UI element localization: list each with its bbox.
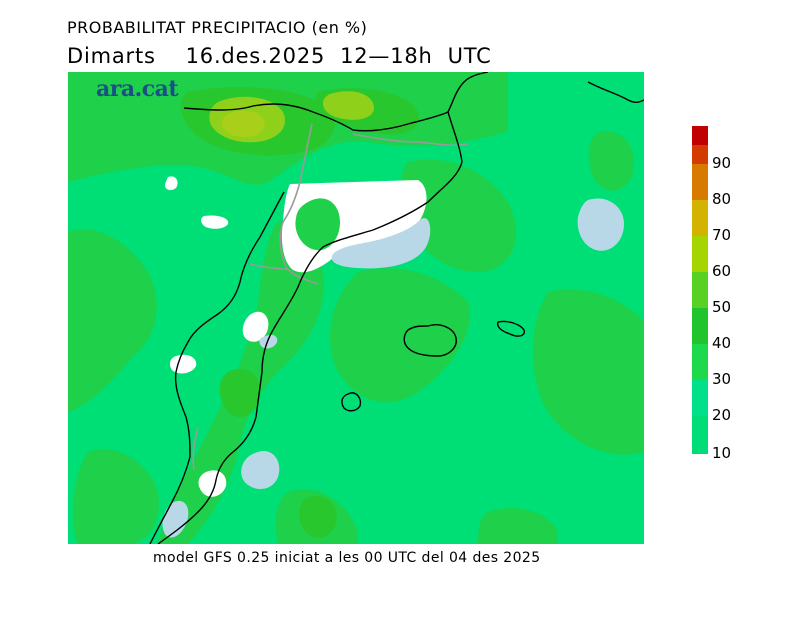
probability-20-island (295, 198, 340, 251)
legend-label-70: 70 (712, 226, 732, 244)
brand-logo: ara.cat (96, 76, 179, 102)
chart-title: PROBABILITAT PRECIPITACIO (en %) (67, 18, 368, 37)
legend-label-90: 90 (712, 154, 732, 172)
legend-label-20: 20 (712, 406, 732, 424)
legend-label-50: 50 (712, 298, 732, 316)
legend-label-60: 60 (712, 262, 732, 280)
legend-label-10: 10 (712, 444, 732, 462)
legend-swatch-15 (692, 380, 708, 416)
legend-swatch-45 (692, 272, 708, 308)
legend-swatch-35 (692, 308, 708, 344)
probability-under-10-sea (162, 198, 624, 538)
probability-60-regions (221, 110, 265, 138)
legend-swatch-95 (692, 126, 708, 145)
legend-swatch-65 (692, 200, 708, 236)
coastline-borders (149, 72, 644, 544)
legend-label-30: 30 (712, 370, 732, 388)
legend-swatch-10 (692, 416, 708, 454)
legend-swatch-85 (692, 145, 708, 164)
legend-swatch-25 (692, 344, 708, 380)
legend-swatch-55 (692, 236, 708, 272)
precipitation-map (68, 72, 644, 544)
forecast-date: Dimarts 16.des.2025 12—18h UTC (67, 44, 492, 68)
model-info: model GFS 0.25 iniciat a les 00 UTC del … (153, 550, 541, 566)
legend-swatch-75 (692, 164, 708, 200)
legend-label-80: 80 (712, 190, 732, 208)
province-borders (192, 123, 469, 471)
legend-label-40: 40 (712, 334, 732, 352)
